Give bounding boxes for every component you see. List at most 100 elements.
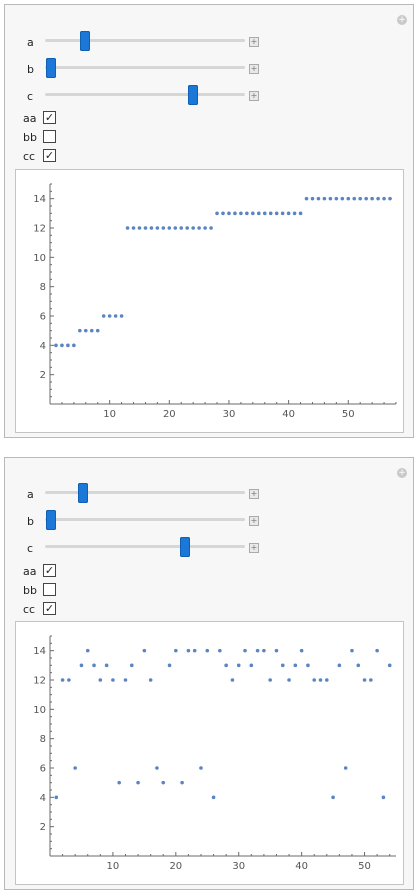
data-point	[67, 678, 71, 682]
slider-b-expand-icon[interactable]: +	[249, 64, 259, 74]
y-tick-label: 10	[33, 253, 46, 264]
options-gear-icon[interactable]: +	[397, 15, 407, 25]
slider-c[interactable]	[45, 537, 245, 557]
slider-thumb[interactable]	[46, 58, 56, 78]
y-tick-label: 12	[33, 676, 46, 687]
checkbox-bb[interactable]	[43, 130, 56, 143]
data-point	[221, 211, 225, 216]
data-point	[262, 648, 266, 653]
data-point	[113, 314, 118, 318]
data-point	[155, 226, 160, 230]
data-point	[286, 211, 291, 216]
slider-b[interactable]	[45, 58, 245, 78]
data-point	[54, 343, 58, 348]
data-point	[274, 648, 279, 653]
data-point	[79, 663, 84, 668]
data-point	[304, 196, 309, 201]
y-tick-label: 8	[40, 282, 46, 293]
data-point	[358, 196, 363, 201]
slider-thumb[interactable]	[188, 85, 198, 105]
data-point	[381, 795, 386, 800]
data-point	[185, 226, 190, 230]
data-point	[85, 648, 90, 653]
data-point	[369, 678, 373, 682]
data-point	[174, 648, 178, 653]
x-tick-label: 20	[169, 861, 182, 872]
slider-a-label: a	[27, 488, 34, 501]
checkbox-aa[interactable]: ✓	[43, 111, 56, 124]
data-point	[142, 648, 147, 653]
x-tick-label: 50	[342, 409, 355, 420]
slider-c-expand-icon[interactable]: +	[249, 543, 259, 553]
y-tick-label: 2	[40, 370, 46, 381]
y-tick-label: 4	[40, 793, 46, 804]
data-point	[325, 678, 329, 682]
slider-b-label: b	[27, 63, 34, 76]
data-point	[107, 314, 112, 318]
data-point	[167, 663, 172, 668]
data-point	[60, 678, 65, 682]
slider-b[interactable]	[45, 510, 245, 530]
data-point	[239, 211, 243, 216]
x-tick-label: 20	[163, 409, 176, 420]
slider-track	[45, 491, 245, 494]
slider-c-label: c	[27, 90, 34, 103]
data-point	[95, 328, 100, 333]
slider-thumb[interactable]	[180, 537, 190, 557]
slider-a-expand-icon[interactable]: +	[249, 37, 259, 47]
slider-a-label: a	[27, 36, 34, 49]
data-point	[340, 196, 345, 201]
data-point	[292, 211, 297, 216]
slider-b-expand-icon[interactable]: +	[249, 516, 259, 526]
options-gear-icon[interactable]: +	[397, 468, 407, 478]
y-tick-label: 2	[40, 822, 46, 833]
checkbox-bb[interactable]	[43, 583, 56, 596]
data-point	[280, 211, 285, 216]
data-point	[155, 766, 159, 770]
slider-track	[45, 66, 245, 69]
data-point	[199, 766, 203, 770]
data-point	[387, 663, 392, 668]
data-point	[334, 196, 339, 201]
data-point	[186, 648, 191, 653]
data-point	[148, 678, 153, 682]
slider-c-expand-icon[interactable]: +	[249, 91, 259, 101]
data-point	[197, 226, 201, 230]
data-point	[376, 196, 380, 201]
data-point	[129, 663, 134, 668]
data-point	[356, 663, 361, 668]
data-point	[54, 795, 59, 800]
data-point	[98, 678, 103, 682]
data-point	[192, 648, 197, 653]
data-point	[293, 663, 298, 668]
slider-thumb[interactable]	[46, 510, 56, 530]
data-point	[249, 663, 254, 668]
slider-c[interactable]	[45, 85, 245, 105]
data-point	[343, 766, 348, 770]
data-point	[83, 328, 88, 333]
data-point	[337, 663, 342, 668]
data-point	[92, 663, 96, 668]
data-point	[243, 648, 247, 653]
data-point	[111, 678, 115, 682]
checkbox-cc[interactable]: ✓	[43, 149, 56, 162]
data-point	[89, 328, 94, 333]
slider-a[interactable]	[45, 483, 245, 503]
checkbox-cc[interactable]: ✓	[43, 602, 56, 615]
data-point	[352, 196, 357, 201]
data-point	[78, 328, 82, 333]
slider-thumb[interactable]	[80, 31, 90, 51]
data-point	[268, 678, 272, 682]
y-tick-label: 14	[33, 194, 46, 205]
slider-a[interactable]	[45, 31, 245, 51]
data-point	[218, 648, 222, 653]
data-point	[268, 211, 273, 216]
data-point	[125, 226, 130, 230]
data-point	[298, 211, 303, 216]
data-point	[215, 211, 219, 216]
slider-thumb[interactable]	[78, 483, 88, 503]
checkbox-aa[interactable]: ✓	[43, 564, 56, 577]
data-point	[245, 211, 249, 216]
slider-a-expand-icon[interactable]: +	[249, 489, 259, 499]
checkbox-cc-label: cc	[23, 150, 36, 163]
